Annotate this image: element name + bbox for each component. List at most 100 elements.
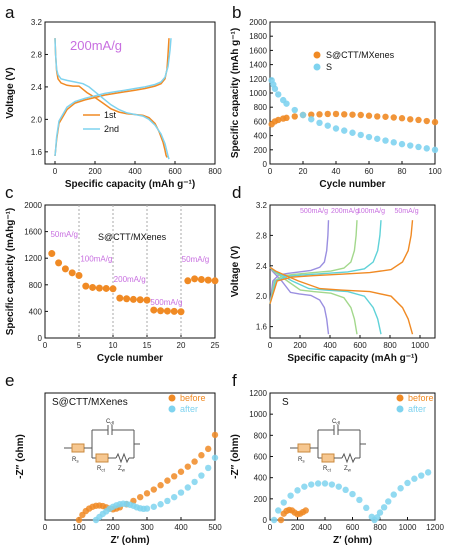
data-point-S@CTT/MXenes xyxy=(341,111,348,118)
y-tick-label: 1200 xyxy=(249,389,267,398)
zw-label: Zw xyxy=(344,466,352,473)
x-tick-label: 0 xyxy=(268,167,273,176)
data-point-S xyxy=(407,142,414,149)
data-point-S xyxy=(332,125,340,132)
data-point-after xyxy=(411,475,418,482)
x-tick-label: 500 xyxy=(208,523,222,532)
y-tick-label: 1800 xyxy=(249,32,267,41)
data-point-after xyxy=(171,493,178,501)
curve-label: 50mA/g xyxy=(395,208,419,215)
y-tick-label: 2.4 xyxy=(31,83,43,92)
panel-d: 0 200 400 600 800 1000 1.6 2.0 2.4 2.8 3.2 Specific… xyxy=(230,201,436,364)
y-tick-label: 800 xyxy=(29,281,43,290)
y-tick-label: 2.0 xyxy=(31,115,43,124)
data-point-before xyxy=(137,493,144,501)
y-tick-label: 1200 xyxy=(249,75,267,84)
resistor-rs xyxy=(297,443,311,453)
x-tick-label: 200 xyxy=(291,523,305,532)
legend-label-2nd: 2nd xyxy=(104,124,119,134)
data-point-after xyxy=(143,505,151,512)
charge-curve-500mA/g xyxy=(269,220,330,304)
x-tick-label: 100 xyxy=(428,167,442,176)
x-axis-title: Specific capacity (mAh g⁻¹) xyxy=(287,353,417,364)
data-point-rate xyxy=(157,307,165,315)
data-point-S@CTT/MXenes xyxy=(324,110,331,118)
equivalent-circuit-f: Cdl Rs Rct Zw xyxy=(290,419,366,473)
legend-marker-s xyxy=(313,63,321,71)
panel-f-title: S xyxy=(282,397,289,408)
y-tick-label: 1.6 xyxy=(256,323,268,332)
data-point-before xyxy=(157,482,164,489)
data-point-S@CTT/MXenes xyxy=(382,113,389,120)
data-point-rate xyxy=(170,307,178,315)
warburg-element xyxy=(341,452,356,464)
x-tick-label: 600 xyxy=(168,167,182,176)
data-point-rate xyxy=(82,282,90,290)
plot-frame xyxy=(44,21,216,165)
data-point-after xyxy=(356,496,363,504)
data-point-S@CTT/MXenes xyxy=(357,111,364,119)
panel-c: 0 5 10 15 20 25 0 400 800 1200 1600 2000 Cycle numbe… xyxy=(5,201,220,364)
panel-letter-f: f xyxy=(232,371,237,390)
y-tick-label: 1000 xyxy=(249,89,267,98)
data-point-S@CTT/MXenes xyxy=(275,116,282,124)
discharge-curve-2nd xyxy=(54,38,170,160)
data-point-S xyxy=(390,139,397,146)
data-point-S xyxy=(349,129,356,136)
x-tick-label: 10 xyxy=(109,341,118,350)
data-point-rate xyxy=(95,284,103,292)
data-point-before xyxy=(198,452,205,459)
data-point-after xyxy=(349,490,356,498)
data-point-rate xyxy=(55,259,63,267)
x-tick-label: 400 xyxy=(174,523,188,532)
y-axis-title: Specific capacity (mAhg⁻¹) xyxy=(5,208,16,336)
data-point-after xyxy=(294,487,301,494)
rate-label: 50mA/g xyxy=(50,230,78,239)
data-point-S xyxy=(271,85,279,92)
resistor-rct xyxy=(95,453,109,463)
x-tick-label: 20 xyxy=(177,341,186,350)
y-tick-label: 800 xyxy=(254,431,268,440)
y-tick-label: 2000 xyxy=(24,201,42,210)
data-point-rate xyxy=(48,250,56,258)
x-tick-label: 40 xyxy=(332,167,341,176)
data-point-S@CTT/MXenes xyxy=(398,115,406,122)
x-tick-label: 60 xyxy=(365,167,374,176)
data-point-rate xyxy=(61,265,69,273)
data-point-rate xyxy=(68,269,76,277)
warburg-element xyxy=(115,452,130,464)
data-point-S xyxy=(382,137,389,144)
y-tick-label: 1200 xyxy=(24,254,42,263)
x-tick-label: 0 xyxy=(268,523,273,532)
data-point-S xyxy=(365,133,373,141)
x-tick-label: 800 xyxy=(383,341,397,350)
panel-e-title: S@CTT/MXenes xyxy=(52,397,128,408)
data-point-S xyxy=(431,146,439,153)
data-point-after xyxy=(418,472,425,479)
y-tick-label: 200 xyxy=(254,146,268,155)
rs-label: Rs xyxy=(72,457,79,464)
y-tick-label: 0 xyxy=(263,160,268,169)
data-point-S xyxy=(357,131,364,139)
data-point-rate xyxy=(150,306,158,314)
data-point-S@CTT/MXenes xyxy=(316,111,323,118)
y-tick-label: 0 xyxy=(263,516,268,525)
data-point-before xyxy=(164,477,171,484)
panel-f: 0 200 400 600 800 1000 1200 0 200 400 600 800 1000 12… xyxy=(230,389,444,546)
legend-marker-before-f xyxy=(396,394,404,402)
data-point-after xyxy=(374,514,381,521)
data-point-S@CTT/MXenes xyxy=(291,113,298,120)
discharge-curve-1st xyxy=(54,38,168,158)
cdl-label: Cdl xyxy=(332,419,340,426)
data-point-S@CTT/MXenes xyxy=(407,116,414,123)
x-tick-label: 1000 xyxy=(411,341,429,350)
x-tick-label: 600 xyxy=(353,341,367,350)
data-point-after xyxy=(198,472,205,479)
x-tick-label: 15 xyxy=(143,341,152,350)
legend-label-after-f: after xyxy=(408,404,426,414)
legend-label-before-e: before xyxy=(180,393,206,403)
x-tick-label: 0 xyxy=(43,523,48,532)
zw-label: Zw xyxy=(118,466,126,473)
data-point-S@CTT/MXenes xyxy=(431,118,439,126)
rct-label: Rct xyxy=(97,466,106,473)
